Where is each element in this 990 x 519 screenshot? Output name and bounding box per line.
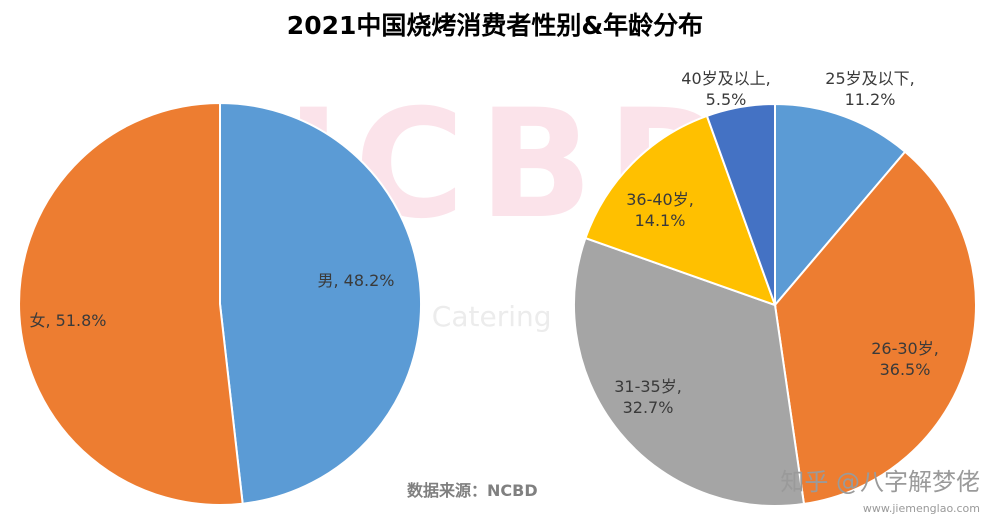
pie1-slice-0 — [219, 101, 423, 505]
pie2-label-1: 26-30岁, 36.5% — [871, 339, 939, 379]
chart-title: 2021中国烧烤消费者性别&年龄分布 — [286, 11, 704, 40]
watermark-corner: 知乎 @八字解梦佬 — [780, 468, 980, 496]
pie2-slice-1 — [773, 150, 977, 506]
source-note: 数据来源：NCBD — [407, 481, 538, 500]
pie2-slice-0 — [774, 102, 907, 308]
pie2-slice-4 — [705, 102, 776, 306]
pie2-label-2: 31-35岁, 32.7% — [614, 377, 682, 417]
pie2-slice-3 — [584, 114, 777, 307]
watermark-url: www.jiemenglao.com — [862, 502, 980, 515]
watermark-subtext: w Catering — [400, 300, 552, 333]
pie2-slice-2 — [573, 236, 806, 507]
pie1-label-0: 男, 48.2% — [317, 271, 394, 290]
pie2-label-4: 40岁及以上, 5.5% — [681, 69, 770, 109]
pie1-label-1: 女, 51.8% — [29, 311, 106, 330]
pie2-label-3: 36-40岁, 14.1% — [626, 190, 694, 230]
pie2-label-0: 25岁及以下, 11.2% — [825, 69, 914, 109]
pie1-slice-1 — [18, 101, 244, 506]
